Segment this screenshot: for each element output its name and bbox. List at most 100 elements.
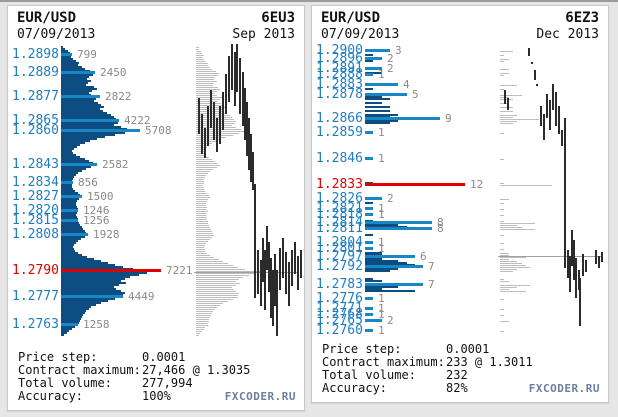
price-bar <box>585 260 587 272</box>
volume-level-line <box>365 93 407 96</box>
price-bar <box>268 242 270 292</box>
price-label: 1.2896 <box>316 51 363 66</box>
contract-max-row: Contract maximum:233 @ 1.3011 <box>322 356 600 369</box>
gray-volume-line <box>196 103 221 104</box>
price-bar <box>531 62 533 64</box>
volume-label: 4222 <box>124 114 151 127</box>
price-bar <box>285 252 287 294</box>
gray-volume-line <box>196 323 208 324</box>
profile-bar <box>61 186 72 188</box>
profile-bar <box>61 292 125 294</box>
price-label: 1.2760 <box>316 323 363 338</box>
volume-level-line <box>61 129 140 132</box>
price-step-label: Price step: <box>18 350 98 364</box>
price-bar <box>546 94 548 118</box>
gray-volume-line <box>196 89 220 90</box>
profile-bar <box>365 98 390 100</box>
volume-level-line <box>61 219 78 222</box>
gray-volume-line <box>500 183 504 184</box>
gray-volume-line <box>196 245 205 246</box>
profile-bar <box>61 168 86 170</box>
price-bar <box>543 114 545 140</box>
gray-volume-line <box>196 211 208 212</box>
gray-volume-line <box>196 295 238 296</box>
profile-bar <box>61 112 107 114</box>
price-bar <box>257 250 259 294</box>
price-bar <box>564 118 566 268</box>
gray-volume-line <box>196 129 241 130</box>
price-bar <box>219 106 221 144</box>
profile-bar <box>61 334 64 336</box>
gray-volume-line <box>196 91 217 92</box>
profile-bar <box>61 158 85 160</box>
gray-volume-line <box>500 287 517 288</box>
volume-label: 1258 <box>83 318 110 331</box>
price-bar <box>555 92 557 126</box>
gray-volume-line <box>196 153 204 154</box>
window-top-edge <box>0 0 618 2</box>
profile-bar <box>365 262 407 264</box>
gray-volume-line <box>196 221 208 222</box>
profile-bar <box>365 60 373 62</box>
gray-volume-line <box>196 279 239 280</box>
profile-bar <box>61 310 86 312</box>
gray-volume-line <box>196 131 250 132</box>
gray-volume-line <box>196 109 223 110</box>
profile-bar <box>61 242 76 244</box>
profile-bar <box>61 104 101 106</box>
profile-bar <box>61 106 104 108</box>
gray-volume-line <box>500 203 504 204</box>
gray-volume-line <box>196 163 218 164</box>
volume-level-line <box>365 67 382 70</box>
total-volume-label: Total volume: <box>18 376 112 390</box>
gray-volume-line <box>500 243 504 244</box>
profile-bar <box>61 142 85 144</box>
price-bar <box>540 106 542 126</box>
gray-volume-line <box>196 67 210 68</box>
profile-bar <box>61 108 100 110</box>
profile-bar <box>61 222 79 224</box>
gray-volume-line <box>196 285 236 286</box>
profile-bar <box>61 312 85 314</box>
volume-level-line <box>61 295 123 298</box>
profile-bar <box>61 298 115 300</box>
gray-volume-line <box>500 263 522 264</box>
price-bar <box>274 254 276 306</box>
gray-volume-line <box>196 61 206 62</box>
profile-bar <box>61 262 108 264</box>
gray-volume-line <box>500 99 513 100</box>
gray-volume-line <box>196 237 212 238</box>
gray-volume-line <box>196 287 232 288</box>
gray-volume-line <box>500 75 504 76</box>
profile-bar <box>61 320 80 322</box>
volume-level-line <box>61 53 72 56</box>
profile-bar <box>365 120 398 122</box>
profile-bar <box>61 278 125 280</box>
profile-bar <box>365 252 382 254</box>
profile-bar <box>61 300 108 302</box>
price-label: 1.2792 <box>316 259 363 274</box>
gray-volume-line <box>196 317 210 318</box>
profile-bar <box>61 226 82 228</box>
profile-bar <box>365 102 382 104</box>
gray-volume-line <box>196 305 220 306</box>
profile-bar <box>61 110 103 112</box>
profile-bar <box>61 200 77 202</box>
price-bar <box>228 56 230 102</box>
price-label: 1.2776 <box>316 291 363 306</box>
price-label: 1.2814 <box>316 215 363 230</box>
gray-volume-line <box>500 229 535 230</box>
expiry-label: Dec 2013 <box>536 27 599 42</box>
panel-footer: Price step: 0.0001 Contract maximum:27,46… <box>18 350 296 404</box>
gray-volume-line <box>196 273 254 274</box>
gray-volume-line <box>196 239 210 240</box>
gray-volume-line <box>500 331 504 332</box>
profile-bar <box>365 96 382 98</box>
gray-volume-line <box>196 173 208 174</box>
gray-volume-line <box>196 187 204 188</box>
profile-bar <box>61 202 76 204</box>
price-bar <box>567 250 569 278</box>
profile-bar <box>61 62 79 64</box>
contract-max-label: Contract maximum: <box>322 355 445 369</box>
profile-bar <box>61 316 82 318</box>
